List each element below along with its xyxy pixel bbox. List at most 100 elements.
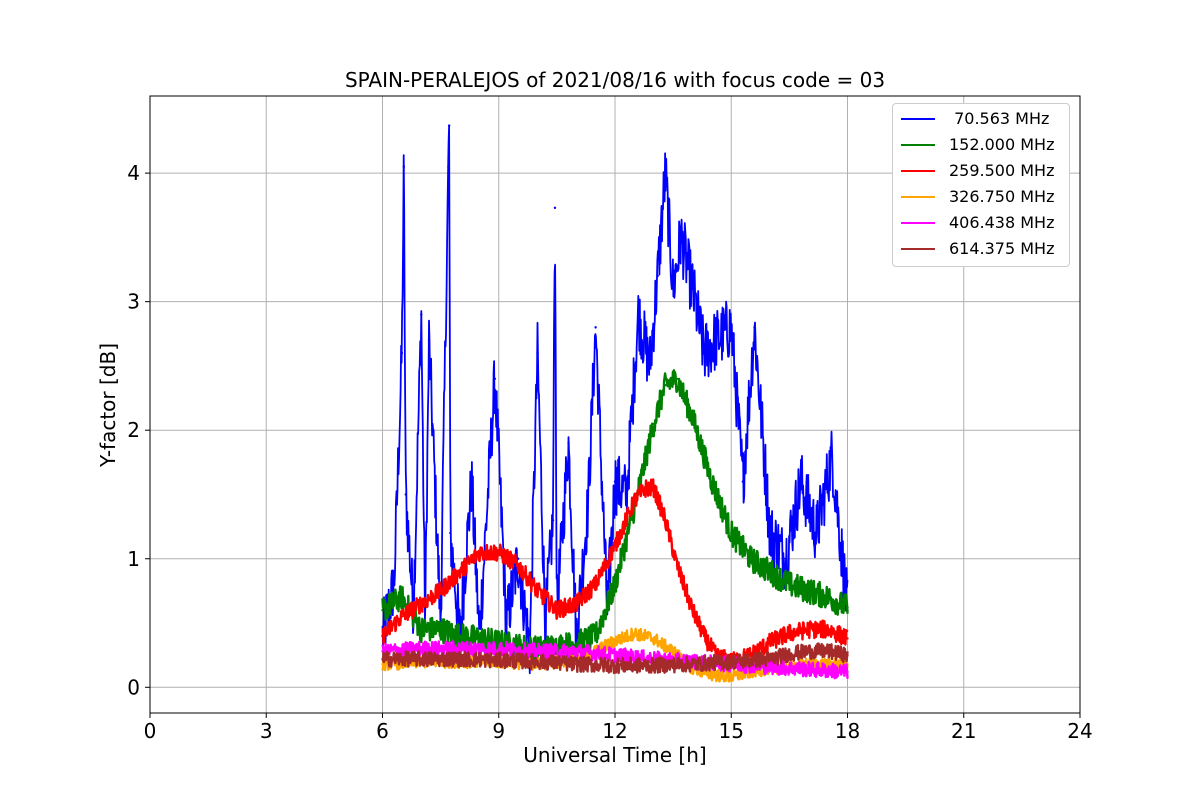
chart-title: SPAIN-PERALEJOS of 2021/08/16 with focus… (344, 68, 886, 92)
data-point (652, 422, 655, 425)
data-point (753, 326, 756, 329)
data-point (594, 634, 597, 638)
data-point (826, 628, 830, 631)
x-tick-label: 12 (602, 719, 627, 743)
data-point (652, 664, 655, 667)
data-point (551, 518, 555, 522)
data-point (497, 551, 500, 554)
data-point (788, 652, 791, 656)
legend-line-swatch (901, 196, 935, 198)
legend-item: 406.438 MHz (893, 212, 1069, 234)
data-point (613, 664, 617, 667)
data-point (381, 608, 384, 612)
data-point (664, 384, 667, 387)
x-tick-label: 6 (376, 719, 389, 743)
legend-item: 614.375 MHz (893, 238, 1069, 260)
data-point (807, 668, 810, 671)
data-point (784, 557, 787, 560)
data-point (768, 665, 772, 668)
data-point (470, 480, 473, 483)
data-point (846, 653, 849, 657)
legend-item: 152.000 MHz (893, 134, 1069, 156)
legend-label: 152.000 MHz (949, 135, 1055, 154)
data-point (575, 642, 578, 645)
data-point (679, 236, 683, 239)
data-point (420, 602, 423, 605)
legend-line-swatch (901, 144, 935, 146)
data-point (625, 493, 628, 496)
data-point (730, 531, 733, 535)
data-point (613, 480, 617, 483)
legend-item: 70.563 MHz (893, 108, 1069, 130)
data-point (575, 650, 578, 653)
legend-label: 614.375 MHz (949, 239, 1055, 258)
data-point (575, 662, 578, 666)
data-point (702, 351, 706, 355)
legend: 70.563 MHz 152.000 MHz 259.500 MHz 326.7… (892, 103, 1070, 267)
data-point (675, 563, 679, 567)
x-tick-label: 0 (144, 719, 157, 743)
plot-area (381, 124, 849, 683)
data-point (613, 639, 617, 643)
data-point (497, 647, 500, 650)
data-point (400, 351, 404, 355)
data-point (830, 454, 834, 458)
legend-label: 406.438 MHz (949, 213, 1055, 232)
data-point (447, 165, 450, 168)
legend-line-swatch (901, 248, 935, 250)
x-tick-label: 21 (951, 719, 976, 743)
data-point (420, 628, 423, 631)
data-point (400, 596, 404, 599)
data-point (478, 637, 481, 640)
data-point (652, 637, 655, 640)
data-point (586, 506, 590, 509)
data-point (702, 634, 706, 638)
data-point (671, 650, 675, 653)
data-point (656, 274, 659, 278)
data-point (730, 660, 733, 663)
data-point (714, 339, 717, 342)
x-tick-label: 3 (260, 719, 273, 743)
data-point (691, 287, 694, 291)
data-point (544, 621, 547, 625)
data-point (807, 628, 810, 631)
data-point (553, 206, 557, 210)
x-tick-label: 9 (492, 719, 505, 743)
data-point (575, 602, 578, 605)
data-point (664, 518, 667, 522)
data-point (691, 416, 694, 419)
y-tick-label: 3 (127, 290, 140, 314)
data-point (788, 583, 791, 586)
data-point (420, 657, 423, 661)
data-point (633, 632, 636, 635)
series-line (381, 478, 849, 669)
x-tick-label: 15 (719, 719, 744, 743)
data-point (402, 165, 406, 168)
data-point (458, 634, 462, 638)
data-point (807, 589, 810, 593)
data-point (826, 650, 830, 653)
data-point (594, 583, 597, 586)
data-point (652, 486, 655, 490)
data-point (458, 657, 462, 661)
data-point (846, 670, 849, 674)
data-point (594, 326, 597, 329)
data-point (749, 557, 752, 560)
data-point (400, 615, 404, 618)
data-point (826, 596, 830, 599)
data-point (613, 653, 617, 657)
data-point (768, 570, 772, 573)
legend-line-swatch (901, 222, 935, 224)
data-point (458, 570, 462, 573)
legend-label: 326.750 MHz (949, 187, 1055, 206)
data-point (381, 657, 384, 661)
data-point (381, 634, 384, 638)
x-tick-label: 18 (835, 719, 860, 743)
data-point (536, 351, 539, 355)
series-line (381, 125, 849, 675)
data-point (664, 171, 667, 175)
y-axis-ticks: 0 1 2 3 4 (127, 161, 150, 699)
data-point (815, 531, 818, 535)
data-point (633, 499, 636, 503)
data-point (381, 662, 384, 666)
